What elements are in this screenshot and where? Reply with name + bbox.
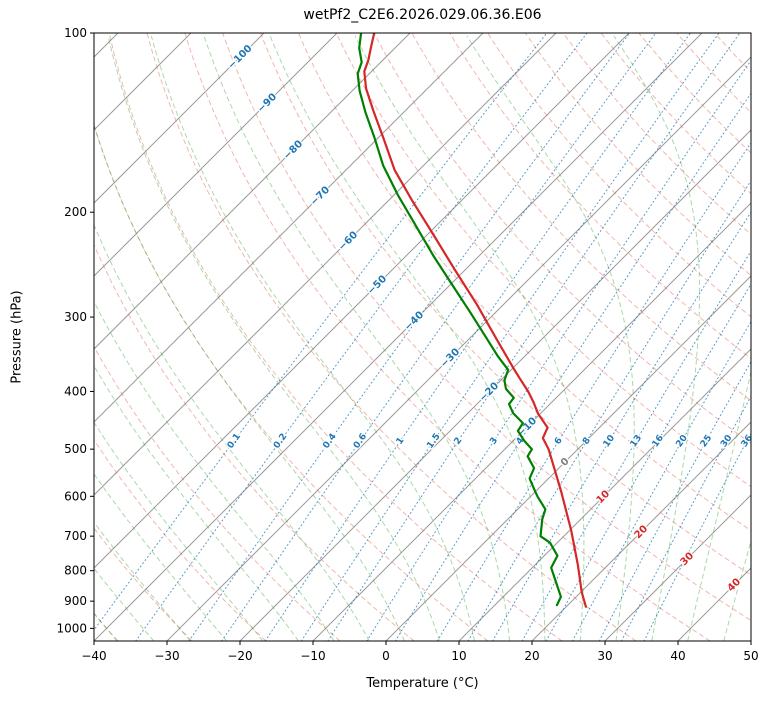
y-axis-label: Pressure (hPa) [9,290,25,384]
svg-text:−10: −10 [300,649,325,663]
svg-text:600: 600 [64,489,87,503]
svg-text:500: 500 [64,442,87,456]
svg-text:−100: −100 [226,43,254,71]
moist-adiabat-lines [94,35,751,641]
svg-text:50: 50 [743,649,758,663]
svg-text:13: 13 [629,433,644,449]
svg-text:36: 36 [740,433,755,449]
temperature-trace [363,33,587,608]
svg-text:−20: −20 [227,649,252,663]
svg-text:700: 700 [64,529,87,543]
mixing-ratio-labels: 0.1 0.2 0.4 0.6 1 1.5 2 3 4 6 8 10 13 16 20 25 30 36 [225,431,757,452]
chart-title: wetPf2_C2E6.2026.029.06.36.E06 [303,7,542,23]
y-axis-ticks: 100 200 300 400 500 600 700 800 900 1000 [56,26,94,635]
svg-text:0.4: 0.4 [321,432,338,451]
svg-text:30: 30 [719,433,734,449]
svg-text:10: 10 [602,433,617,449]
mixing-ratio-lines [94,33,751,641]
svg-text:100: 100 [64,26,87,40]
svg-text:40: 40 [670,649,685,663]
svg-text:800: 800 [64,564,87,578]
svg-text:25: 25 [699,433,714,449]
x-axis-label: Temperature (°C) [366,676,479,691]
svg-text:8: 8 [581,436,593,447]
dry-adiabat-lines [94,33,751,641]
dewpoint-trace [356,33,562,607]
svg-text:400: 400 [64,384,87,398]
svg-text:1.5: 1.5 [425,432,442,451]
svg-text:1: 1 [395,436,407,447]
svg-text:−80: −80 [282,139,306,163]
svg-text:3: 3 [488,436,500,447]
svg-text:300: 300 [64,310,87,324]
svg-text:0.6: 0.6 [352,432,369,451]
svg-text:2: 2 [453,436,465,447]
svg-text:−40: −40 [81,649,106,663]
svg-text:0: 0 [382,649,390,663]
svg-text:200: 200 [64,205,87,219]
x-axis-ticks: −40 −30 −20 −10 0 10 20 30 40 50 [81,641,759,663]
plot-border [93,32,752,642]
svg-text:6: 6 [553,436,565,447]
svg-text:1000: 1000 [56,621,87,635]
isotherm-lines [94,33,751,641]
svg-text:10: 10 [451,649,466,663]
svg-text:30: 30 [597,649,612,663]
svg-text:0.1: 0.1 [226,432,243,451]
svg-text:900: 900 [64,594,87,608]
svg-text:−30: −30 [154,649,179,663]
svg-text:20: 20 [524,649,539,663]
